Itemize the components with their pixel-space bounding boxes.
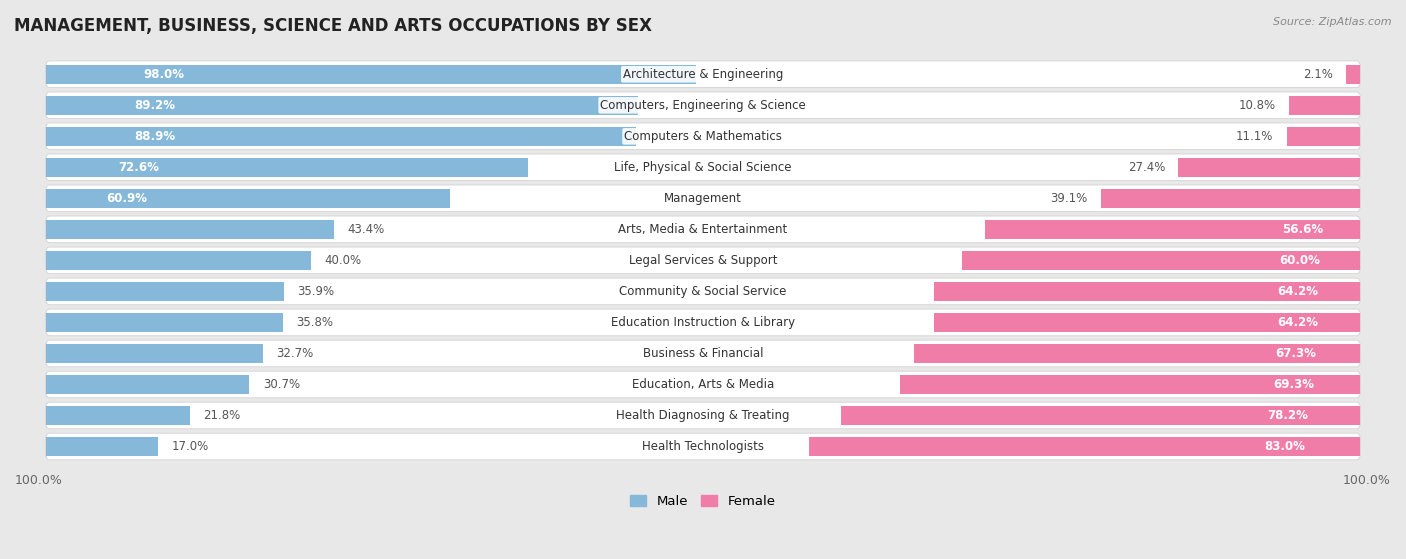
Bar <box>45 375 249 394</box>
Bar <box>45 251 311 270</box>
Text: 67.3%: 67.3% <box>1275 347 1316 360</box>
FancyBboxPatch shape <box>45 340 1361 367</box>
Legend: Male, Female: Male, Female <box>626 490 780 514</box>
FancyBboxPatch shape <box>45 371 1361 398</box>
Text: 88.9%: 88.9% <box>134 130 176 143</box>
FancyBboxPatch shape <box>45 216 1361 243</box>
Bar <box>1178 158 1361 177</box>
Text: 89.2%: 89.2% <box>135 99 176 112</box>
Bar <box>45 406 190 425</box>
Text: Management: Management <box>664 192 742 205</box>
Text: Computers & Mathematics: Computers & Mathematics <box>624 130 782 143</box>
FancyBboxPatch shape <box>45 154 1361 181</box>
Text: 17.0%: 17.0% <box>172 440 209 453</box>
Bar <box>914 344 1361 363</box>
Text: 60.9%: 60.9% <box>107 192 148 205</box>
FancyBboxPatch shape <box>45 247 1361 274</box>
Bar <box>810 437 1361 456</box>
Text: 83.0%: 83.0% <box>1264 440 1305 453</box>
Bar <box>934 313 1361 332</box>
Text: Education, Arts & Media: Education, Arts & Media <box>631 378 775 391</box>
Text: 35.9%: 35.9% <box>297 285 335 298</box>
Bar <box>1289 96 1361 115</box>
Text: Arts, Media & Entertainment: Arts, Media & Entertainment <box>619 223 787 236</box>
Text: 10.8%: 10.8% <box>1239 99 1275 112</box>
Bar <box>45 344 263 363</box>
Text: Health Technologists: Health Technologists <box>643 440 763 453</box>
Bar <box>962 251 1361 270</box>
Bar <box>841 406 1361 425</box>
FancyBboxPatch shape <box>45 92 1361 119</box>
Bar <box>984 220 1361 239</box>
Bar <box>1286 127 1361 146</box>
FancyBboxPatch shape <box>45 402 1361 429</box>
Bar <box>45 313 284 332</box>
Text: 56.6%: 56.6% <box>1282 223 1323 236</box>
FancyBboxPatch shape <box>45 433 1361 460</box>
Text: Health Diagnosing & Treating: Health Diagnosing & Treating <box>616 409 790 422</box>
FancyBboxPatch shape <box>45 123 1361 150</box>
Text: 69.3%: 69.3% <box>1274 378 1315 391</box>
Text: 40.0%: 40.0% <box>325 254 361 267</box>
Text: Life, Physical & Social Science: Life, Physical & Social Science <box>614 161 792 174</box>
Text: Education Instruction & Library: Education Instruction & Library <box>612 316 794 329</box>
Text: Legal Services & Support: Legal Services & Support <box>628 254 778 267</box>
Bar <box>45 96 638 115</box>
Text: 21.8%: 21.8% <box>204 409 240 422</box>
Bar <box>45 220 333 239</box>
Bar <box>934 282 1361 301</box>
Bar <box>1101 189 1361 208</box>
Bar <box>45 65 696 84</box>
Text: 78.2%: 78.2% <box>1268 409 1309 422</box>
Text: 39.1%: 39.1% <box>1050 192 1087 205</box>
Text: 98.0%: 98.0% <box>143 68 184 81</box>
Text: MANAGEMENT, BUSINESS, SCIENCE AND ARTS OCCUPATIONS BY SEX: MANAGEMENT, BUSINESS, SCIENCE AND ARTS O… <box>14 17 652 35</box>
Text: Architecture & Engineering: Architecture & Engineering <box>623 68 783 81</box>
Text: 72.6%: 72.6% <box>118 161 159 174</box>
Text: Source: ZipAtlas.com: Source: ZipAtlas.com <box>1274 17 1392 27</box>
Text: 30.7%: 30.7% <box>263 378 299 391</box>
Text: Community & Social Service: Community & Social Service <box>619 285 787 298</box>
Text: 60.0%: 60.0% <box>1279 254 1320 267</box>
Text: 35.8%: 35.8% <box>297 316 333 329</box>
Text: 27.4%: 27.4% <box>1128 161 1166 174</box>
Bar <box>45 189 450 208</box>
FancyBboxPatch shape <box>45 185 1361 212</box>
Text: 64.2%: 64.2% <box>1277 316 1317 329</box>
Bar <box>45 127 636 146</box>
FancyBboxPatch shape <box>45 278 1361 305</box>
Text: 11.1%: 11.1% <box>1236 130 1274 143</box>
Text: 64.2%: 64.2% <box>1277 285 1317 298</box>
Bar <box>45 282 284 301</box>
Bar <box>45 437 159 456</box>
Bar <box>45 158 527 177</box>
Text: 32.7%: 32.7% <box>276 347 314 360</box>
FancyBboxPatch shape <box>45 309 1361 336</box>
Bar <box>1347 65 1361 84</box>
FancyBboxPatch shape <box>45 61 1361 88</box>
Text: Computers, Engineering & Science: Computers, Engineering & Science <box>600 99 806 112</box>
Text: 2.1%: 2.1% <box>1303 68 1333 81</box>
Text: Business & Financial: Business & Financial <box>643 347 763 360</box>
Text: 43.4%: 43.4% <box>347 223 384 236</box>
Bar <box>900 375 1361 394</box>
